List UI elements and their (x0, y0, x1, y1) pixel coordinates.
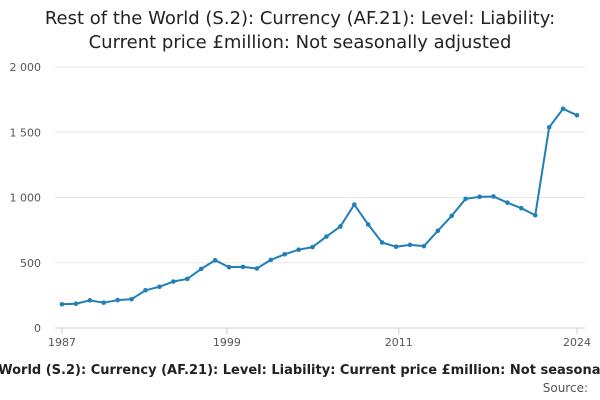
data-point (73, 301, 79, 307)
data-point (519, 205, 524, 211)
data-point (505, 200, 510, 206)
data-point (240, 264, 246, 270)
data-point (226, 264, 232, 270)
data-point (477, 194, 482, 200)
data-point (351, 202, 357, 207)
data-point (324, 234, 329, 239)
y-tick-label: 500 (20, 257, 41, 270)
data-point (143, 287, 148, 293)
x-tick-label: 1999 (213, 336, 241, 349)
data-point (407, 242, 413, 248)
data-point (365, 222, 371, 227)
data-point (184, 276, 190, 282)
data-point (574, 112, 580, 118)
y-tick-label: 2 000 (10, 61, 42, 74)
data-point (115, 297, 120, 303)
data-point (282, 251, 288, 257)
data-point (379, 240, 385, 245)
y-tick-label: 1 000 (10, 192, 42, 205)
y-tick-label: 0 (34, 322, 41, 335)
data-point (449, 213, 455, 219)
data-point (532, 212, 538, 218)
data-point (463, 196, 468, 202)
data-point (393, 244, 399, 249)
data-point (491, 194, 496, 199)
data-point (268, 257, 274, 263)
x-tick-label: 2024 (563, 336, 591, 349)
series-line (61, 107, 578, 306)
data-point (171, 279, 176, 284)
x-tick-label: 2011 (385, 336, 413, 349)
data-point (212, 257, 218, 263)
chart-title: Rest of the World (S.2): Currency (AF.21… (0, 7, 600, 55)
series-caption: Rest of the World (S.2): Currency (AF.21… (0, 363, 600, 378)
data-point (198, 266, 204, 272)
source-label: Source: (542, 381, 588, 395)
data-point (101, 300, 107, 305)
data-point (435, 228, 441, 234)
chart-title-line-2: Current price £million: Not seasonally a… (88, 32, 512, 53)
data-point (421, 243, 427, 249)
data-point (157, 284, 162, 290)
data-point (560, 106, 566, 112)
data-point (129, 296, 134, 302)
chart-caption: Rest of the World (S.2): Currency (AF.21… (0, 363, 600, 378)
data-point (310, 244, 315, 250)
data-point (338, 224, 343, 229)
data-point (59, 301, 65, 307)
chart-title-line-1: Rest of the World (S.2): Currency (AF.21… (44, 8, 556, 29)
data-point (87, 298, 93, 303)
x-tick-label: 1987 (48, 336, 76, 349)
data-point (296, 247, 301, 252)
data-point (254, 266, 260, 271)
y-tick-label: 1 500 (10, 126, 42, 139)
data-point (546, 124, 552, 130)
